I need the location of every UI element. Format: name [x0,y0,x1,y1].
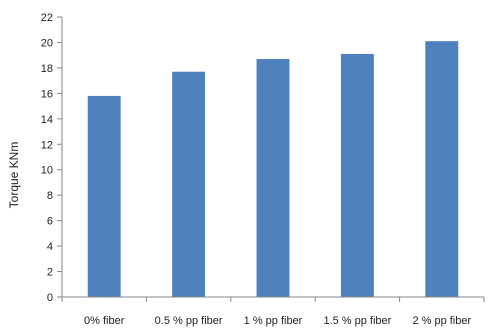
y-tick-label: 6 [47,216,53,228]
y-tick-label: 22 [41,12,53,24]
y-tick-label: 16 [41,88,53,100]
y-tick-label: 0 [47,292,53,304]
y-tick-label: 2 [47,267,53,279]
y-tick-label: 18 [41,63,53,75]
bar [425,41,459,297]
category-label: 1.5 % pp fiber [323,315,391,327]
y-axis-ticks [57,16,62,298]
bar [172,71,206,298]
category-label: 1 % pp fiber [244,315,303,327]
category-label: 0.5 % pp fiber [155,315,223,327]
y-axis-title: Torque KNm [7,142,21,209]
y-tick-label: 14 [41,114,53,126]
bar [87,95,121,297]
category-label: 0% fiber [84,315,125,327]
bar-series [87,41,459,298]
bar [340,53,374,298]
y-tick-label: 8 [47,190,53,202]
x-axis-ticks [61,297,485,302]
x-axis-category-labels: 0% fiber 0.5 % pp fiber 1 % pp fiber 1.5 % … [84,315,471,327]
y-tick-label: 12 [41,139,53,151]
category-label: 2 % pp fiber [412,315,471,327]
y-tick-label: 4 [47,241,53,253]
y-tick-label: 10 [41,165,53,177]
y-axis-tick-labels: 0 2 4 6 8 10 12 14 16 18 20 22 [41,12,53,304]
y-tick-label: 20 [41,37,53,49]
bar [256,59,290,297]
